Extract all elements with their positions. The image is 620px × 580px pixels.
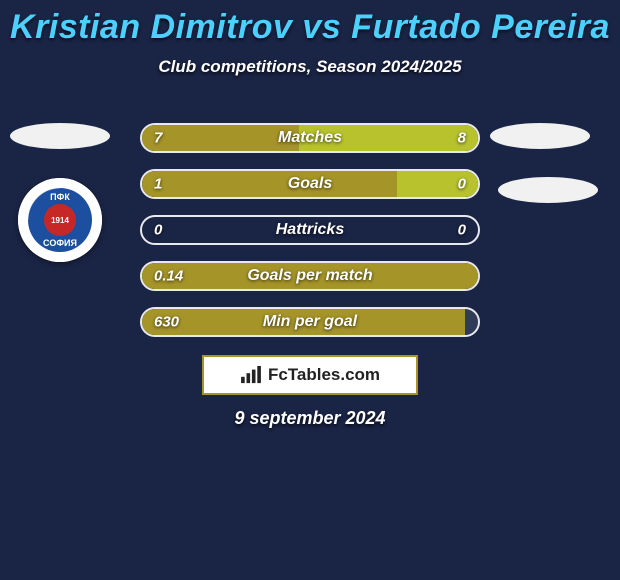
card-date: 9 september 2024 <box>0 408 620 429</box>
brand-text: FcTables.com <box>268 365 380 385</box>
club-badge-svg: ПФК СОФИЯ 1914 <box>18 178 102 262</box>
stats-panel: Matches78Goals10Hattricks00Goals per mat… <box>140 123 480 353</box>
brand-badge[interactable]: FcTables.com <box>202 355 418 395</box>
stat-value-right: 8 <box>458 130 466 147</box>
stat-value-right: 0 <box>458 176 466 193</box>
stat-row: Goals per match0.14 <box>140 261 480 291</box>
stat-label: Min per goal <box>142 313 478 331</box>
stat-row: Hattricks0 0 <box>140 215 480 245</box>
stat-value-right: 0 <box>458 222 466 239</box>
stat-value-left: 0.14 <box>154 268 183 285</box>
card-title: Kristian Dimitrov vs Furtado Pereira <box>0 0 620 47</box>
avatar-placeholder-right-2 <box>498 177 598 203</box>
stat-label: Hattricks <box>142 221 478 239</box>
stat-label: Matches <box>142 129 478 147</box>
comparison-card: Kristian Dimitrov vs Furtado Pereira Clu… <box>0 0 620 580</box>
stat-value-left: 0 <box>154 222 162 239</box>
stat-value-left: 630 <box>154 314 179 331</box>
avatar-placeholder-left <box>10 123 110 149</box>
club-badge: ПФК СОФИЯ 1914 <box>18 178 102 262</box>
stat-row: Matches7 8 <box>140 123 480 153</box>
avatar-placeholder-right-1 <box>490 123 590 149</box>
stat-label: Goals <box>142 175 478 193</box>
stat-label: Goals per match <box>142 267 478 285</box>
stat-row: Min per goal630 <box>140 307 480 337</box>
stat-row: Goals1 0 <box>140 169 480 199</box>
stat-value-left: 7 <box>154 130 162 147</box>
svg-text:СОФИЯ: СОФИЯ <box>43 238 77 248</box>
svg-text:ПФК: ПФК <box>50 192 70 202</box>
chart-icon <box>240 366 262 384</box>
stat-value-left: 1 <box>154 176 162 193</box>
card-subtitle: Club competitions, Season 2024/2025 <box>0 57 620 77</box>
svg-text:1914: 1914 <box>51 216 69 225</box>
